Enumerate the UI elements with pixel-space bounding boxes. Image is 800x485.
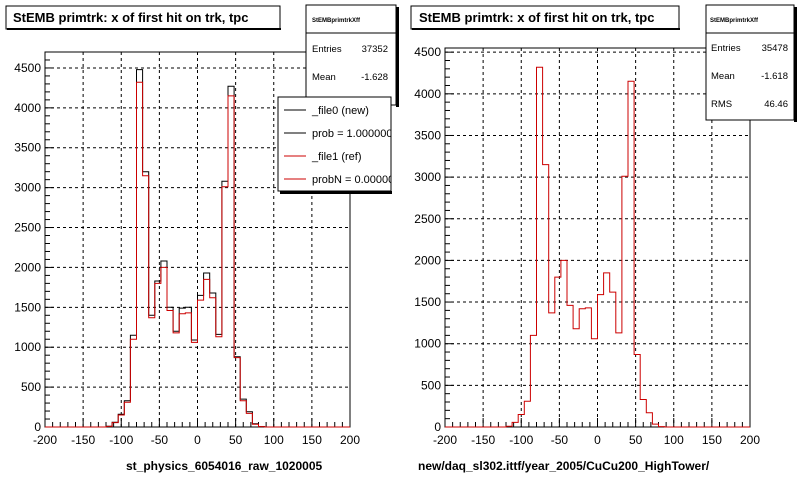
left-x-tick-label: 200	[340, 433, 360, 447]
right-stats-title: StEMBprimtrkXff	[710, 18, 759, 24]
right-y-tick-label: 2500	[414, 212, 441, 226]
left-stats-entries-value: 37352	[362, 44, 388, 55]
left-chart-title: StEMB primtrk: x of first hit on trk, tp…	[13, 10, 248, 25]
right-y-ticks: 0 500 1000 1500 2000 2500 3000 3500 4000 4500	[414, 45, 454, 434]
left-x-tick-label: 0	[194, 433, 201, 447]
left-y-tick-label: 4500	[14, 61, 41, 75]
right-panel: StEMB primtrk: x of first hit on trk, tp…	[410, 4, 797, 473]
left-y-tick-label: 4000	[14, 101, 41, 115]
right-x-tick-label: 50	[629, 433, 643, 447]
left-x-tick-label: -150	[71, 433, 95, 447]
left-y-tick-label: 500	[21, 380, 41, 394]
left-stats-title: StEMBprimtrkXff	[312, 18, 361, 24]
right-y-tick-label: 4500	[414, 45, 441, 59]
right-x-tick-label: 200	[740, 433, 760, 447]
right-y-tick-label: 1500	[414, 295, 441, 309]
right-stats-entries-value: 35478	[762, 43, 788, 54]
left-x-axis-label: st_physics_6054016_raw_1020005	[126, 459, 322, 473]
right-y-tick-label: 4000	[414, 87, 441, 101]
left-stats-mean-value: -1.628	[361, 72, 388, 83]
left-y-ticks: 0 500 1000 1500 2000 2500 3000 3500 4000 4500	[14, 51, 54, 434]
right-x-axis-label: new/daq_sl302.ittf/year_2005/CuCu200_Hig…	[418, 459, 710, 473]
legend-label-new: _file0 (new)	[311, 105, 369, 117]
left-y-tick-label: 3500	[14, 141, 41, 155]
right-x-tick-label: -150	[471, 433, 495, 447]
right-chart-title: StEMB primtrk: x of first hit on trk, tp…	[419, 10, 654, 25]
left-y-tick-label: 1000	[14, 340, 41, 354]
right-grid	[445, 48, 750, 427]
left-series-ref-path	[45, 81, 350, 428]
right-x-ticks: -200 -150 -100 -50 0 50 100 150 200	[433, 418, 760, 447]
left-stats-entries-label: Entries	[312, 44, 342, 55]
left-y-tick-label: 2500	[14, 221, 41, 235]
right-series-ref-path	[445, 66, 750, 428]
right-y-tick-label: 500	[421, 378, 441, 392]
left-stats-box: StEMBprimtrkXff Entries 37352 Mean -1.62…	[305, 4, 399, 107]
right-stats-rms-label: RMS	[711, 99, 732, 110]
left-x-tick-label: -50	[151, 433, 169, 447]
right-y-tick-label: 2000	[414, 253, 441, 267]
right-stats-mean-value: -1.618	[761, 71, 788, 82]
right-stats-entries-label: Entries	[711, 43, 741, 54]
left-x-ticks: -200 -150 -100 -50 0 50 100 150 200	[33, 418, 360, 447]
left-stats-mean-label: Mean	[312, 72, 336, 83]
right-y-tick-label: 3500	[414, 128, 441, 142]
left-x-tick-label: 100	[264, 433, 284, 447]
right-stats-mean-label: Mean	[711, 71, 735, 82]
legend-label-probn: probN = 0.000000	[312, 174, 400, 186]
left-x-tick-label: 50	[229, 433, 243, 447]
right-y-tick-label: 0	[434, 420, 441, 434]
left-y-tick-label: 3000	[14, 181, 41, 195]
left-y-tick-label: 1500	[14, 300, 41, 314]
right-x-tick-label: -200	[433, 433, 457, 447]
left-y-tick-label: 2000	[14, 260, 41, 274]
right-x-tick-label: -100	[509, 433, 533, 447]
legend-label-ref: _file1 (ref)	[311, 151, 362, 163]
right-x-tick-label: 0	[594, 433, 601, 447]
right-y-tick-label: 1000	[414, 337, 441, 351]
right-y-tick-label: 3000	[414, 170, 441, 184]
left-legend: _file0 (new) prob = 1.000000 _file1 (ref…	[277, 96, 400, 194]
legend-label-prob: prob = 1.000000	[312, 128, 392, 140]
left-panel: StEMB primtrk: x of first hit on trk, tp…	[5, 4, 400, 473]
right-x-tick-label: 100	[664, 433, 684, 447]
right-stats-rms-value: 46.46	[764, 99, 788, 110]
left-y-tick-label: 0	[34, 420, 41, 434]
left-x-tick-label: -100	[109, 433, 133, 447]
right-x-tick-label: 150	[702, 433, 722, 447]
right-stats-box: StEMBprimtrkXff Entries 35478 Mean -1.61…	[705, 4, 797, 122]
left-x-tick-label: -200	[33, 433, 57, 447]
left-x-tick-label: 150	[302, 433, 322, 447]
right-x-tick-label: -50	[551, 433, 569, 447]
